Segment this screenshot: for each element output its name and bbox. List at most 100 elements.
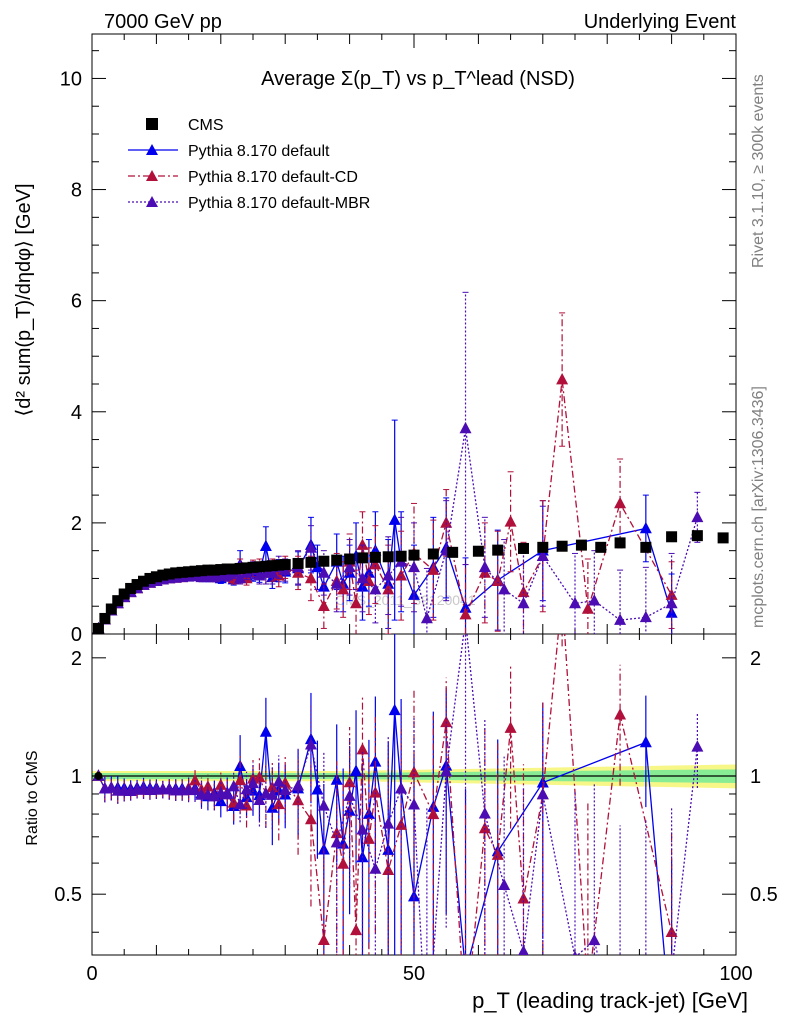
data-point bbox=[330, 577, 343, 589]
side-text-bottom: mcplots.cern.ch [arXiv:1306.3436] bbox=[750, 386, 767, 628]
ratio-point bbox=[266, 801, 279, 813]
cms-point bbox=[266, 560, 278, 572]
cms-point bbox=[105, 603, 117, 615]
ratio-point bbox=[292, 793, 305, 806]
cms-point bbox=[395, 550, 407, 562]
data-point bbox=[691, 510, 704, 523]
cms-point bbox=[163, 568, 175, 580]
ratio-point bbox=[208, 789, 221, 802]
cms-point bbox=[356, 552, 368, 564]
ratio-point bbox=[388, 703, 401, 716]
data-point bbox=[517, 596, 530, 609]
legend-label-cms: CMS bbox=[188, 117, 224, 134]
data-point bbox=[614, 613, 627, 625]
ratio-point bbox=[266, 780, 279, 793]
data-point bbox=[498, 582, 511, 595]
series-mbr-ratio bbox=[92, 634, 704, 955]
cms-point bbox=[170, 567, 182, 579]
cms-point bbox=[595, 541, 607, 553]
cms-point bbox=[157, 569, 169, 581]
cms-point bbox=[176, 566, 188, 578]
ratio-tick-label: 2 bbox=[71, 648, 82, 670]
data-point bbox=[536, 549, 549, 562]
ratio-tick-label-right: 1 bbox=[750, 766, 761, 788]
data-point bbox=[459, 601, 472, 613]
legend: CMS Pythia 8.170 default Pythia 8.170 de… bbox=[128, 117, 370, 212]
ratio-point bbox=[536, 787, 549, 800]
legend-label-cd: Pythia 8.170 default-CD bbox=[188, 169, 358, 186]
cms-point bbox=[472, 545, 484, 557]
cms-point bbox=[138, 575, 150, 587]
cms-point bbox=[305, 556, 317, 568]
y-tick-label: 6 bbox=[71, 291, 82, 313]
cms-point bbox=[118, 588, 130, 600]
cms-point bbox=[273, 559, 285, 571]
ratio-point bbox=[214, 794, 227, 807]
ratio-point bbox=[356, 823, 369, 835]
cms-point bbox=[215, 564, 227, 576]
cms-point bbox=[717, 532, 729, 544]
data-point bbox=[440, 516, 453, 528]
ratio-point bbox=[350, 923, 363, 936]
series-mbr-main bbox=[92, 291, 704, 634]
cms-point bbox=[202, 564, 214, 576]
ratio-line bbox=[97, 634, 699, 955]
data-point bbox=[408, 560, 420, 573]
cms-point bbox=[189, 565, 201, 577]
ratio-point bbox=[221, 787, 234, 800]
side-text-top: Rivet 3.1.10, ≥ 300k events bbox=[750, 74, 767, 268]
data-point bbox=[556, 372, 569, 385]
y-tick-label: 4 bbox=[71, 402, 82, 424]
cms-point bbox=[125, 582, 137, 594]
ratio-point bbox=[317, 933, 330, 946]
cms-point bbox=[92, 622, 104, 634]
ratio-point bbox=[504, 721, 517, 733]
ratio-line bbox=[97, 634, 673, 955]
ratio-point bbox=[408, 798, 420, 810]
data-point bbox=[234, 571, 247, 584]
data-point bbox=[478, 560, 491, 573]
cms-point bbox=[253, 561, 265, 573]
ratio-point bbox=[491, 848, 504, 860]
data-point bbox=[382, 569, 395, 581]
data-point bbox=[491, 574, 504, 587]
ratio-tick-label: 1 bbox=[71, 766, 82, 788]
cms-point bbox=[195, 565, 207, 577]
data-point bbox=[317, 599, 330, 612]
ratio-point bbox=[343, 775, 356, 788]
cms-point bbox=[640, 541, 652, 553]
ratio-point bbox=[330, 835, 343, 848]
data-point bbox=[362, 566, 375, 578]
ratio-point bbox=[304, 812, 317, 825]
ratio-point bbox=[478, 821, 491, 834]
data-point bbox=[459, 421, 472, 434]
data-point bbox=[665, 588, 678, 600]
ratio-point bbox=[395, 782, 408, 794]
ratio-point bbox=[518, 944, 529, 955]
ratio-point bbox=[382, 817, 395, 829]
ratio-point bbox=[356, 742, 369, 755]
cms-point bbox=[575, 539, 587, 551]
x-tick-label: 50 bbox=[403, 963, 425, 985]
data-point bbox=[337, 582, 350, 595]
legend-marker-cd bbox=[146, 170, 158, 181]
cms-point bbox=[447, 546, 459, 558]
y-axis-label: ⟨d² sum(p_T)/dηdφ⟩ [GeV] bbox=[13, 183, 35, 416]
ratio-y-axis-label: Ratio to CMS bbox=[24, 750, 41, 845]
cms-point bbox=[691, 530, 703, 542]
ratio-tick-label-right: 0.5 bbox=[750, 884, 778, 906]
header-right: Underlying Event bbox=[584, 11, 737, 33]
data-point bbox=[350, 596, 363, 609]
ratio-point bbox=[498, 878, 511, 890]
header-left: 7000 GeV pp bbox=[104, 11, 222, 33]
data-point bbox=[388, 513, 401, 525]
ratio-point bbox=[247, 776, 259, 789]
ratio-point bbox=[304, 738, 317, 750]
watermark: CMS_2011_S9120041 bbox=[335, 592, 476, 608]
data-point bbox=[259, 539, 272, 552]
cms-point bbox=[492, 544, 504, 556]
ratio-point bbox=[311, 783, 324, 795]
ratio-point bbox=[572, 950, 578, 955]
data-point bbox=[266, 566, 279, 578]
